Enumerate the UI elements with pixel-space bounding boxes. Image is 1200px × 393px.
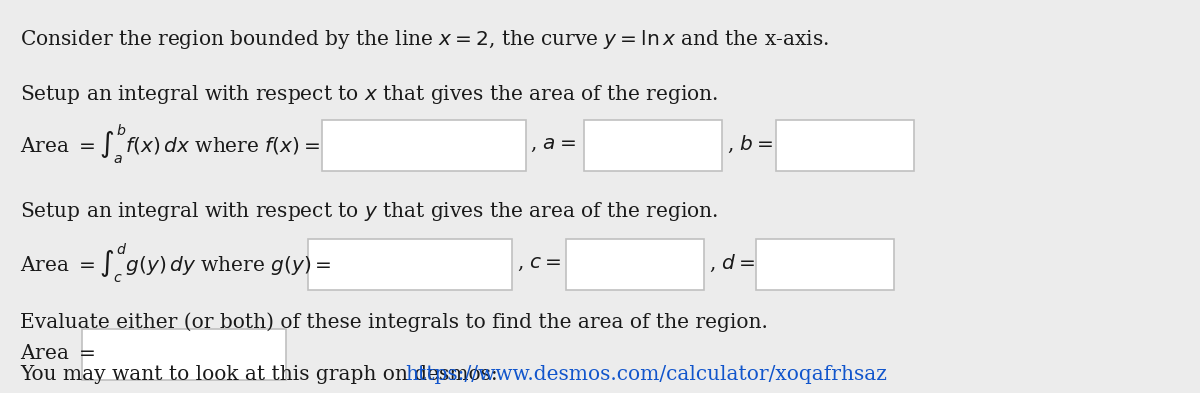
Text: Consider the region bounded by the line $x = 2$, the curve $y = \ln x$ and the x: Consider the region bounded by the line … [20,28,829,51]
Text: , $c =$: , $c =$ [517,254,562,273]
Text: Area $= \int_a^b f(x)\, dx$ where $f(x){=}$: Area $= \int_a^b f(x)\, dx$ where $f(x){… [20,123,320,166]
Text: You may want to look at this graph on desmos:: You may want to look at this graph on de… [20,365,504,384]
Text: Evaluate either (or both) of these integrals to find the area of the region.: Evaluate either (or both) of these integ… [20,312,768,332]
Text: Area $= \int_c^d g(y)\, dy$ where $g(y){=}$: Area $= \int_c^d g(y)\, dy$ where $g(y){… [20,242,332,285]
Text: Setup an integral with respect to $x$ that gives the area of the region.: Setup an integral with respect to $x$ th… [20,83,719,106]
FancyBboxPatch shape [756,239,894,290]
FancyBboxPatch shape [82,329,286,380]
Text: Area $=$: Area $=$ [20,344,96,363]
FancyBboxPatch shape [776,120,914,171]
Text: , $b =$: , $b =$ [727,134,774,155]
FancyBboxPatch shape [308,239,512,290]
Text: Setup an integral with respect to $y$ that gives the area of the region.: Setup an integral with respect to $y$ th… [20,200,719,224]
Text: https://www.desmos.com/calculator/xoqafrhsaz: https://www.desmos.com/calculator/xoqafr… [406,365,888,384]
Text: , $d =$: , $d =$ [709,253,756,274]
Text: , $a =$: , $a =$ [530,135,576,154]
FancyBboxPatch shape [584,120,722,171]
FancyBboxPatch shape [566,239,704,290]
FancyBboxPatch shape [322,120,526,171]
